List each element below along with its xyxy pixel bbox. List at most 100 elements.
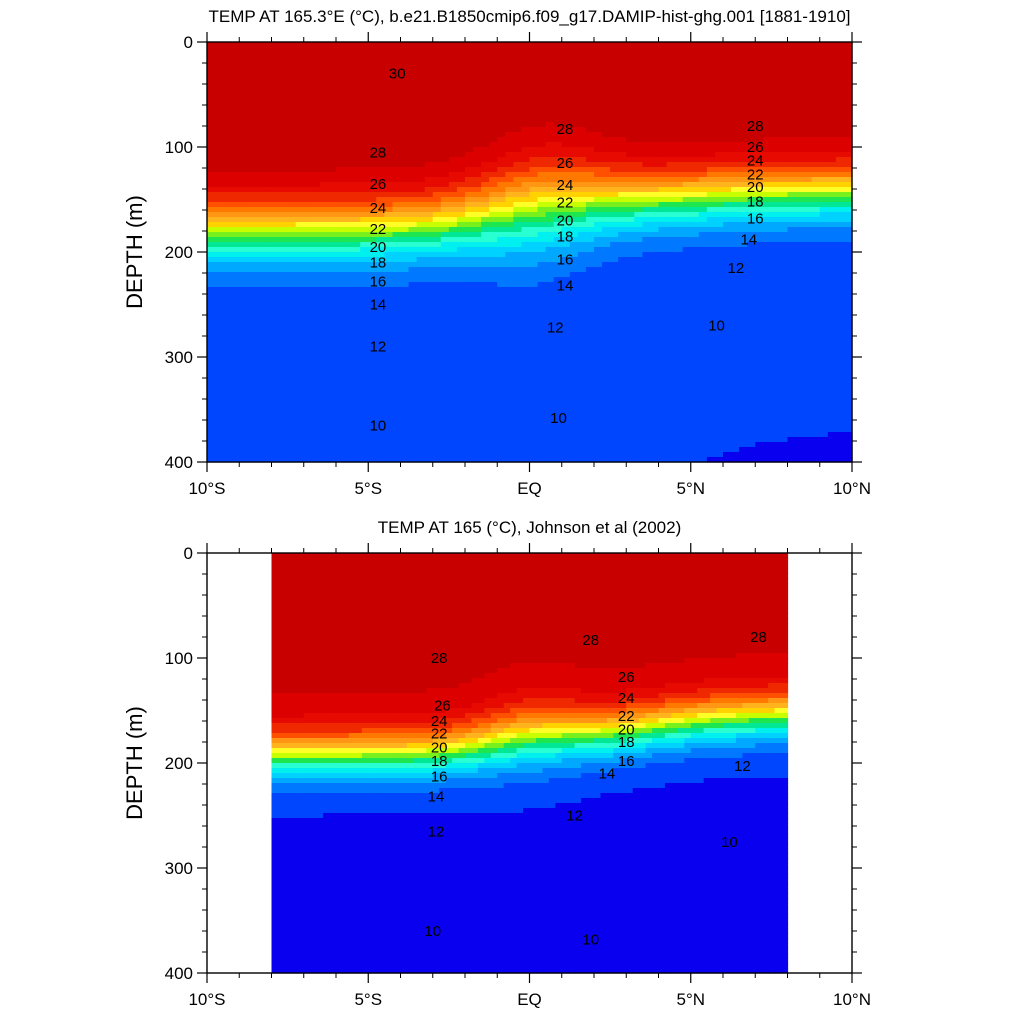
field-cell <box>618 407 627 413</box>
field-cell <box>634 237 643 243</box>
field-cell <box>255 352 265 358</box>
field-cell <box>336 47 345 53</box>
field-cell <box>376 382 385 388</box>
field-cell <box>295 312 305 318</box>
field-cell <box>505 252 514 258</box>
field-cell <box>553 67 563 73</box>
field-cell <box>577 372 587 378</box>
field-cell <box>481 367 490 373</box>
field-cell <box>352 172 361 178</box>
field-cell <box>295 432 305 438</box>
field-cell <box>634 292 643 298</box>
field-cell <box>505 107 514 113</box>
field-cell <box>392 387 402 393</box>
field-cell <box>440 172 450 178</box>
field-cell <box>626 257 635 263</box>
field-cell <box>561 177 571 183</box>
field-cell <box>497 217 506 223</box>
field-cell <box>642 187 652 193</box>
field-cell <box>658 42 668 48</box>
field-cell <box>473 292 482 298</box>
field-cell <box>263 347 273 353</box>
field-cell <box>473 352 482 358</box>
field-cell <box>408 147 418 153</box>
field-cell <box>239 312 248 318</box>
field-cell <box>231 122 240 128</box>
field-cell <box>440 352 450 358</box>
field-cell <box>344 337 353 343</box>
field-cell <box>416 192 426 198</box>
field-cell <box>642 427 652 433</box>
field-cell <box>432 127 442 133</box>
field-cell <box>585 202 595 208</box>
field-cell <box>416 67 426 73</box>
field-cell <box>416 102 426 108</box>
field-cell <box>424 172 434 178</box>
field-cell <box>303 307 313 313</box>
field-cell <box>247 362 256 368</box>
field-cell <box>408 387 418 393</box>
field-cell <box>319 317 329 323</box>
field-cell <box>610 122 619 128</box>
field-cell <box>666 117 676 123</box>
field-cell <box>561 392 571 398</box>
field-cell <box>247 397 256 403</box>
field-cell <box>432 97 442 103</box>
field-cell <box>465 122 474 128</box>
field-cell <box>295 412 305 418</box>
field-cell <box>465 62 474 68</box>
field-cell <box>602 52 611 58</box>
field-cell <box>384 402 394 408</box>
field-cell <box>465 142 474 148</box>
field-cell <box>400 267 410 273</box>
field-cell <box>440 107 450 113</box>
field-cell <box>465 82 474 88</box>
field-cell <box>215 52 224 58</box>
field-cell <box>319 127 329 133</box>
field-cell <box>400 352 410 358</box>
field-cell <box>271 327 281 333</box>
field-cell <box>505 297 514 303</box>
field-cell <box>432 82 442 88</box>
field-cell <box>561 137 571 143</box>
field-cell <box>368 257 377 263</box>
field-cell <box>569 132 579 138</box>
field-cell <box>642 92 652 98</box>
field-cell <box>569 157 579 163</box>
field-cell <box>319 122 329 128</box>
field-cell <box>352 287 361 293</box>
field-cell <box>537 252 547 258</box>
field-cell <box>545 82 555 88</box>
field-cell <box>658 347 668 353</box>
field-cell <box>642 302 652 308</box>
field-cell <box>400 437 410 443</box>
field-cell <box>448 267 458 273</box>
field-cell <box>424 57 434 63</box>
field-cell <box>344 272 353 278</box>
field-cell <box>465 212 474 218</box>
field-cell <box>336 362 345 368</box>
field-cell <box>255 222 265 228</box>
field-cell <box>424 242 434 248</box>
field-cell <box>247 432 256 438</box>
field-cell <box>295 322 305 328</box>
field-cell <box>416 257 426 263</box>
field-cell <box>336 322 345 328</box>
field-cell <box>537 187 547 193</box>
field-cell <box>255 267 265 273</box>
field-cell <box>336 382 345 388</box>
field-cell <box>585 127 595 133</box>
field-cell <box>610 87 619 93</box>
field-cell <box>223 177 232 183</box>
field-cell <box>529 452 539 458</box>
field-cell <box>376 62 385 68</box>
field-cell <box>473 367 482 373</box>
field-cell <box>521 117 531 123</box>
field-cell <box>658 312 668 318</box>
field-cell <box>658 92 668 98</box>
field-cell <box>594 312 603 318</box>
field-cell <box>610 312 619 318</box>
field-cell <box>674 147 684 153</box>
field-cell <box>561 247 571 253</box>
field-cell <box>473 137 482 143</box>
